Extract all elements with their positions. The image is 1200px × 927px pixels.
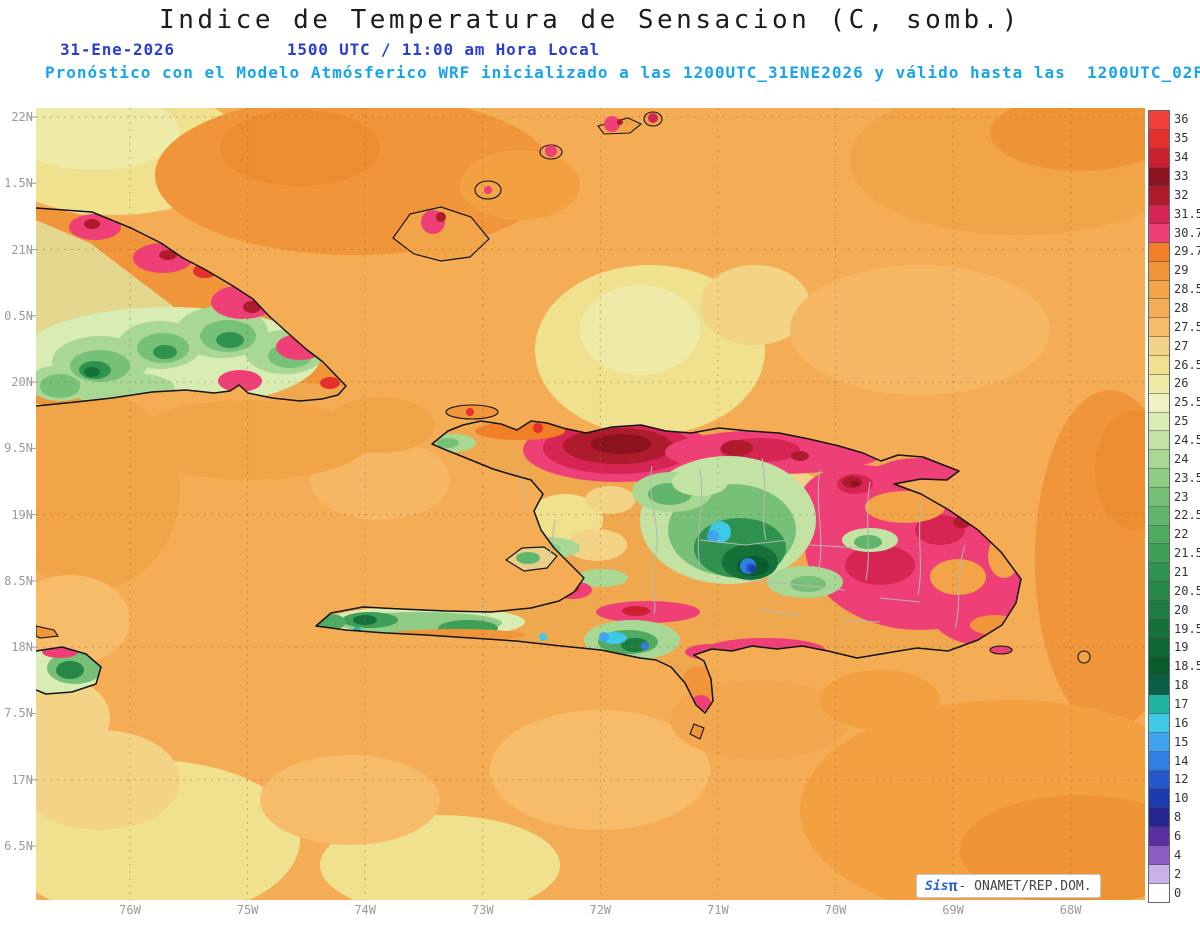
- colorbar-cell: [1149, 374, 1169, 394]
- colorbar-cell: [1149, 770, 1169, 790]
- coastlines: [36, 207, 1022, 714]
- colorbar-cell: [1149, 544, 1169, 564]
- colorbar-cell: [1149, 224, 1169, 243]
- colorbar-cell: [1149, 205, 1169, 225]
- axis-ticks: [30, 116, 36, 847]
- colorbar-cell: [1149, 167, 1169, 187]
- watermark-pi-symbol: π: [948, 877, 958, 895]
- colorbar-cell: [1149, 789, 1169, 809]
- colorbar-cell: [1149, 714, 1169, 733]
- jamaica-north-sliver: [36, 625, 59, 639]
- colorbar-cell: [1149, 129, 1169, 149]
- colorbar-cell: [1149, 242, 1169, 262]
- watermark-text: - ONAMET/REP.DOM.: [958, 878, 1092, 894]
- colorbar-cell: [1149, 450, 1169, 470]
- map-shading: [36, 108, 1145, 900]
- colorbar-cell: [1149, 751, 1169, 771]
- subtitle-row: 31-Ene-2026 1500 UTC / 11:00 am Hora Loc…: [0, 40, 1200, 60]
- colorbar-cell: [1149, 563, 1169, 583]
- colorbar-cell: [1149, 355, 1169, 375]
- colorbar-cell: [1149, 732, 1169, 752]
- watermark-brand: Sis: [925, 878, 949, 894]
- colorbar-cell: [1149, 525, 1169, 545]
- colorbar-cell: [1149, 827, 1169, 846]
- grid-lines: [36, 108, 1145, 900]
- colorbar-cell: [1149, 487, 1169, 507]
- colorbar-cell: [1149, 657, 1169, 677]
- colorbar-cell: [1149, 261, 1169, 281]
- sea-patches: [36, 108, 1145, 900]
- colorbar-cell: [1149, 676, 1169, 696]
- colorbar-cell: [1149, 186, 1169, 206]
- forecast-valid-time: 1500 UTC / 11:00 am Hora Local: [287, 40, 600, 59]
- admin-boundaries: [482, 457, 966, 629]
- colorbar-cell: [1149, 845, 1169, 865]
- cuba-shading: [36, 208, 346, 406]
- colorbar-cell: [1149, 469, 1169, 488]
- colorbar-cell: [1149, 808, 1169, 828]
- forecast-date: 31-Ene-2026: [60, 40, 175, 59]
- colorbar-cell: [1149, 600, 1169, 620]
- colorbar-cell: [1149, 412, 1169, 432]
- colorbar-cell: [1149, 393, 1169, 413]
- model-info-line: Pronóstico con el Modelo Atmósferico WRF…: [45, 63, 1200, 82]
- colorbar-cell: [1149, 299, 1169, 319]
- colorbar-cell: [1149, 638, 1169, 658]
- colorbar: [1148, 110, 1170, 904]
- colorbar-cell: [1149, 280, 1169, 300]
- colorbar-cell: [1149, 883, 1169, 903]
- colorbar-cell: [1149, 619, 1169, 639]
- colorbar-cell: [1149, 337, 1169, 356]
- watermark: Sis π - ONAMET/REP.DOM.: [916, 874, 1101, 898]
- colorbar-cell: [1149, 864, 1169, 884]
- colorbar-cell: [1149, 431, 1169, 451]
- colorbar-cell: [1149, 111, 1169, 130]
- page-title: Indice de Temperatura de Sensacion (C, s…: [159, 5, 1021, 35]
- colorbar-cell: [1149, 506, 1169, 526]
- colorbar-cell: [1149, 582, 1169, 601]
- colorbar-cell: [1149, 318, 1169, 338]
- small-islands: [392, 111, 1091, 740]
- colorbar-cell: [1149, 148, 1169, 168]
- colorbar-cell: [1149, 695, 1169, 714]
